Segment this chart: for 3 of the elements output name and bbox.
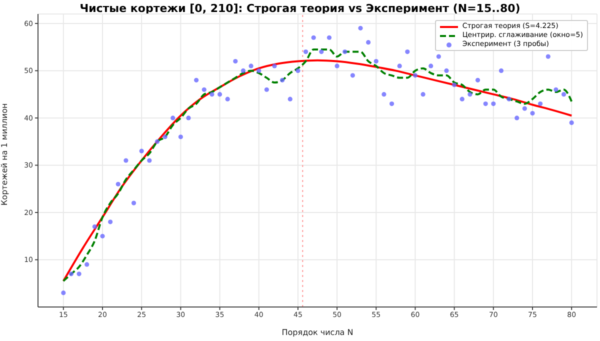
y-axis-title: Кортежей на 1 миллион: [0, 103, 9, 206]
x-axis-title: Порядок числа N: [282, 328, 354, 337]
chart-title: Чистые кортежи [0, 210]: Строгая теория vs Эксперимент (N=15..80): [78, 2, 522, 15]
